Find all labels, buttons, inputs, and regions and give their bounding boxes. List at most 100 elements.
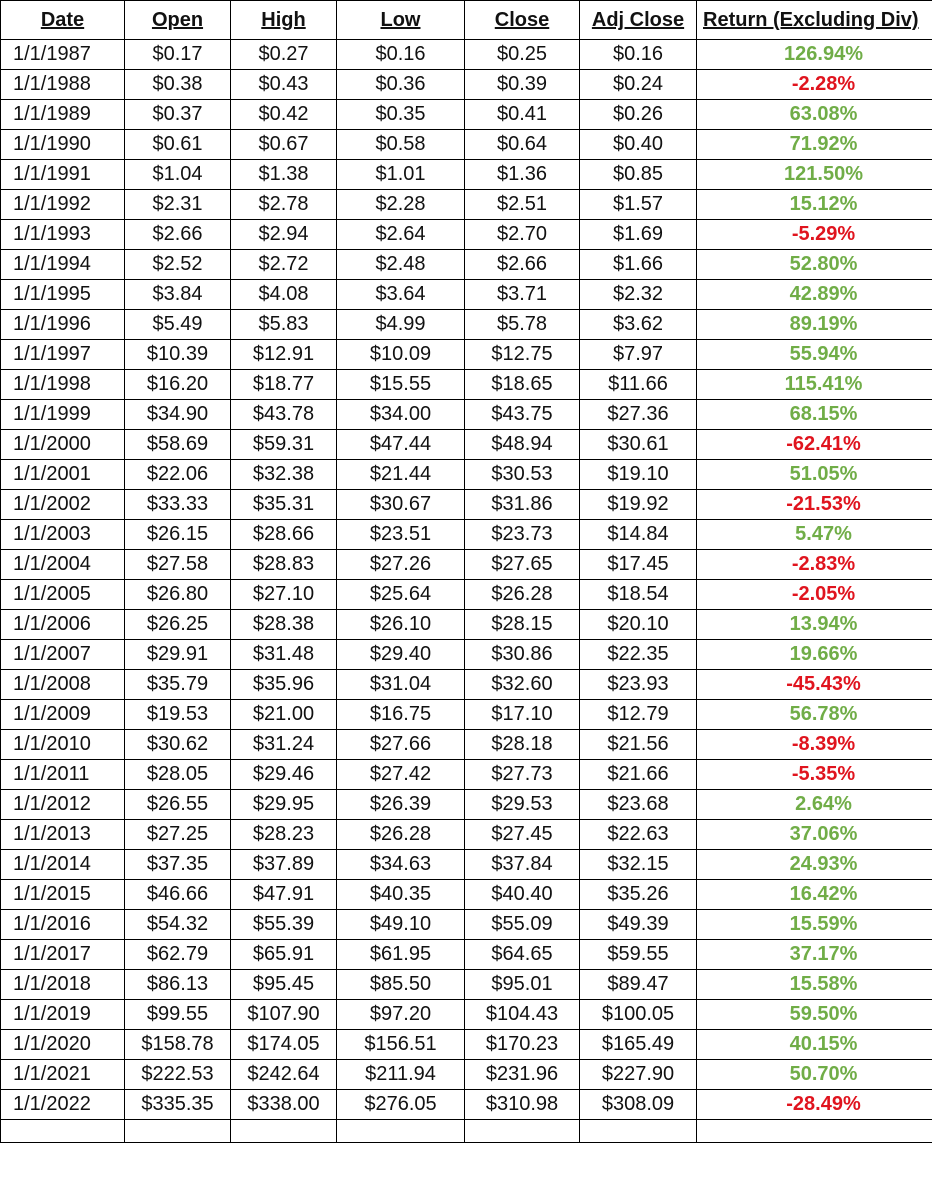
cell-low[interactable]: $0.35 <box>336 99 465 130</box>
cell-high[interactable]: $18.77 <box>230 369 337 400</box>
cell-open[interactable]: $26.15 <box>124 519 231 550</box>
cell-low[interactable]: $26.39 <box>336 789 465 820</box>
cell-low[interactable]: $40.35 <box>336 879 465 910</box>
cell-high[interactable]: $4.08 <box>230 279 337 310</box>
cell-high[interactable]: $174.05 <box>230 1029 337 1060</box>
cell-close[interactable]: $32.60 <box>464 669 580 700</box>
cell-close[interactable]: $2.66 <box>464 249 580 280</box>
cell-adj-close[interactable]: $20.10 <box>579 609 697 640</box>
cell-adj-close[interactable]: $21.56 <box>579 729 697 760</box>
cell-empty[interactable] <box>696 1119 932 1143</box>
cell-close[interactable]: $37.84 <box>464 849 580 880</box>
cell-close[interactable]: $28.18 <box>464 729 580 760</box>
cell-close[interactable]: $48.94 <box>464 429 580 460</box>
cell-adj-close[interactable]: $23.68 <box>579 789 697 820</box>
cell-adj-close[interactable]: $18.54 <box>579 579 697 610</box>
cell-low[interactable]: $25.64 <box>336 579 465 610</box>
cell-date[interactable]: 1/1/2016 <box>0 909 125 940</box>
cell-open[interactable]: $33.33 <box>124 489 231 520</box>
cell-high[interactable]: $29.46 <box>230 759 337 790</box>
cell-close[interactable]: $0.41 <box>464 99 580 130</box>
cell-close[interactable]: $3.71 <box>464 279 580 310</box>
cell-open[interactable]: $30.62 <box>124 729 231 760</box>
cell-return[interactable]: -2.28% <box>696 69 932 100</box>
cell-adj-close[interactable]: $100.05 <box>579 999 697 1030</box>
cell-return[interactable]: -62.41% <box>696 429 932 460</box>
cell-low[interactable]: $27.26 <box>336 549 465 580</box>
cell-high[interactable]: $5.83 <box>230 309 337 340</box>
cell-high[interactable]: $28.83 <box>230 549 337 580</box>
cell-date[interactable]: 1/1/2021 <box>0 1059 125 1090</box>
cell-adj-close[interactable]: $22.63 <box>579 819 697 850</box>
cell-low[interactable]: $0.16 <box>336 39 465 70</box>
cell-return[interactable]: 15.59% <box>696 909 932 940</box>
cell-open[interactable]: $26.55 <box>124 789 231 820</box>
cell-return[interactable]: -8.39% <box>696 729 932 760</box>
cell-high[interactable]: $47.91 <box>230 879 337 910</box>
cell-empty[interactable] <box>0 1119 125 1143</box>
cell-open[interactable]: $35.79 <box>124 669 231 700</box>
cell-date[interactable]: 1/1/2020 <box>0 1029 125 1060</box>
cell-open[interactable]: $19.53 <box>124 699 231 730</box>
cell-return[interactable]: 15.12% <box>696 189 932 220</box>
cell-adj-close[interactable]: $0.16 <box>579 39 697 70</box>
cell-date[interactable]: 1/1/2010 <box>0 729 125 760</box>
cell-date[interactable]: 1/1/1996 <box>0 309 125 340</box>
cell-return[interactable]: 63.08% <box>696 99 932 130</box>
cell-high[interactable]: $31.24 <box>230 729 337 760</box>
cell-low[interactable]: $16.75 <box>336 699 465 730</box>
cell-open[interactable]: $58.69 <box>124 429 231 460</box>
cell-empty[interactable] <box>579 1119 697 1143</box>
cell-close[interactable]: $0.39 <box>464 69 580 100</box>
cell-open[interactable]: $34.90 <box>124 399 231 430</box>
cell-close[interactable]: $55.09 <box>464 909 580 940</box>
cell-high[interactable]: $43.78 <box>230 399 337 430</box>
cell-date[interactable]: 1/1/2004 <box>0 549 125 580</box>
cell-adj-close[interactable]: $35.26 <box>579 879 697 910</box>
cell-close[interactable]: $29.53 <box>464 789 580 820</box>
cell-open[interactable]: $29.91 <box>124 639 231 670</box>
cell-high[interactable]: $0.42 <box>230 99 337 130</box>
cell-date[interactable]: 1/1/1991 <box>0 159 125 190</box>
cell-return[interactable]: 2.64% <box>696 789 932 820</box>
cell-date[interactable]: 1/1/1988 <box>0 69 125 100</box>
cell-open[interactable]: $222.53 <box>124 1059 231 1090</box>
cell-open[interactable]: $5.49 <box>124 309 231 340</box>
column-header-high[interactable]: High <box>230 0 337 40</box>
cell-adj-close[interactable]: $23.93 <box>579 669 697 700</box>
cell-high[interactable]: $32.38 <box>230 459 337 490</box>
cell-low[interactable]: $2.48 <box>336 249 465 280</box>
cell-close[interactable]: $64.65 <box>464 939 580 970</box>
cell-date[interactable]: 1/1/2022 <box>0 1089 125 1120</box>
cell-high[interactable]: $1.38 <box>230 159 337 190</box>
cell-return[interactable]: 24.93% <box>696 849 932 880</box>
cell-high[interactable]: $35.96 <box>230 669 337 700</box>
cell-date[interactable]: 1/1/1999 <box>0 399 125 430</box>
cell-low[interactable]: $3.64 <box>336 279 465 310</box>
cell-adj-close[interactable]: $21.66 <box>579 759 697 790</box>
cell-high[interactable]: $29.95 <box>230 789 337 820</box>
cell-date[interactable]: 1/1/1997 <box>0 339 125 370</box>
cell-adj-close[interactable]: $1.66 <box>579 249 697 280</box>
cell-date[interactable]: 1/1/2003 <box>0 519 125 550</box>
cell-open[interactable]: $26.25 <box>124 609 231 640</box>
cell-high[interactable]: $95.45 <box>230 969 337 1000</box>
cell-open[interactable]: $1.04 <box>124 159 231 190</box>
cell-adj-close[interactable]: $12.79 <box>579 699 697 730</box>
cell-date[interactable]: 1/1/1989 <box>0 99 125 130</box>
cell-adj-close[interactable]: $0.85 <box>579 159 697 190</box>
cell-high[interactable]: $37.89 <box>230 849 337 880</box>
cell-high[interactable]: $35.31 <box>230 489 337 520</box>
cell-low[interactable]: $97.20 <box>336 999 465 1030</box>
column-header-return[interactable]: Return (Excluding Div) <box>696 0 932 40</box>
cell-return[interactable]: 19.66% <box>696 639 932 670</box>
cell-low[interactable]: $34.00 <box>336 399 465 430</box>
cell-low[interactable]: $21.44 <box>336 459 465 490</box>
cell-date[interactable]: 1/1/2014 <box>0 849 125 880</box>
cell-date[interactable]: 1/1/1993 <box>0 219 125 250</box>
cell-close[interactable]: $28.15 <box>464 609 580 640</box>
cell-return[interactable]: 50.70% <box>696 1059 932 1090</box>
cell-open[interactable]: $2.52 <box>124 249 231 280</box>
cell-adj-close[interactable]: $11.66 <box>579 369 697 400</box>
cell-open[interactable]: $16.20 <box>124 369 231 400</box>
